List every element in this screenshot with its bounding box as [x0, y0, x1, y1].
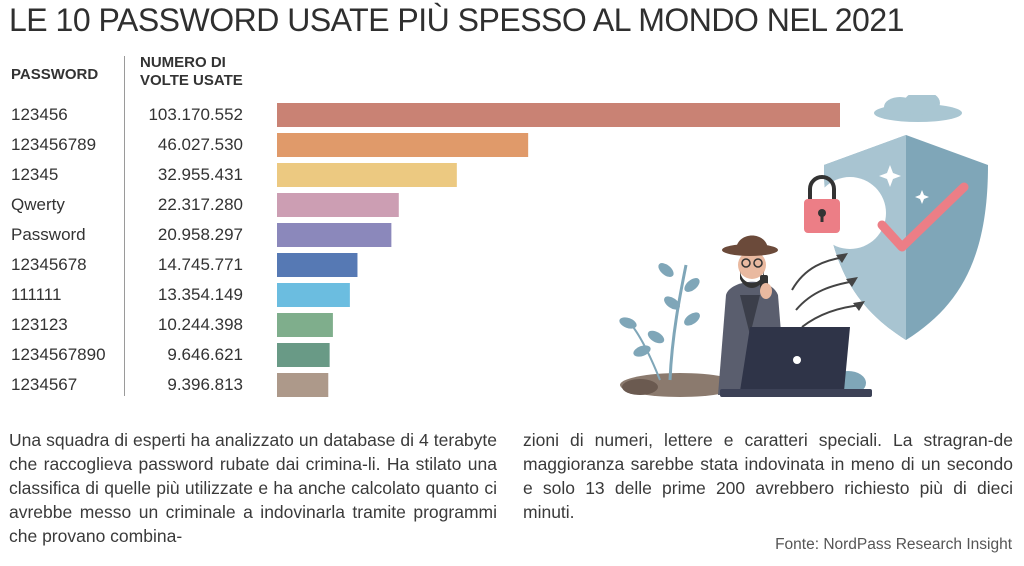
column-header-count-line2: VOLTE USATE: [140, 72, 243, 89]
count-label: 32.955.431: [157, 165, 243, 184]
count-label: 103.170.552: [148, 105, 243, 124]
padlock-icon: [804, 175, 840, 233]
password-label: 123123: [11, 315, 68, 334]
password-label: 1234567: [11, 375, 78, 394]
description-col1: Una squadra di esperti ha analizzato un …: [9, 430, 497, 546]
bar-123456: [277, 103, 840, 127]
bar-111111: [277, 283, 350, 307]
password-label: 1234567890: [11, 345, 106, 364]
description-col2: zioni di numeri, lettere e caratteri spe…: [523, 430, 1013, 522]
count-label: 46.027.530: [157, 135, 243, 154]
bar-1234567890: [277, 343, 330, 367]
bar-Qwerty: [277, 193, 399, 217]
chart-title: LE 10 PASSWORD USATE PIÙ SPESSO AL MONDO…: [9, 2, 904, 38]
password-label: 12345: [11, 165, 59, 184]
column-divider: [124, 56, 125, 396]
count-label: 9.396.813: [167, 375, 243, 394]
password-label: 12345678: [11, 255, 87, 274]
plant-icon: [619, 263, 700, 381]
column-header-count: NUMERO DI VOLTE USATE: [140, 54, 260, 90]
bar-12345678: [277, 253, 358, 277]
bar-1234567: [277, 373, 329, 397]
count-label: 20.958.297: [157, 225, 243, 244]
count-label: 14.745.771: [157, 255, 243, 274]
password-label: 111111: [11, 285, 62, 304]
password-label: Qwerty: [11, 195, 65, 214]
bar-Password: [277, 223, 392, 247]
count-label: 22.317.280: [157, 195, 243, 214]
password-label: Password: [11, 225, 86, 244]
hacker-illustration: [619, 95, 988, 397]
password-label: 123456: [11, 105, 68, 124]
password-label: 123456789: [11, 135, 97, 154]
count-label: 10.244.398: [157, 315, 243, 334]
count-label: 9.646.621: [167, 345, 243, 364]
bar-123123: [277, 313, 333, 337]
source-note: Fonte: NordPass Research Insight: [775, 536, 1012, 553]
bar-12345: [277, 163, 457, 187]
count-label: 13.354.149: [157, 285, 243, 304]
shield-icon: [814, 135, 988, 340]
cloud-icon: [874, 95, 962, 122]
laptop-icon: [720, 327, 872, 397]
column-header-password: PASSWORD: [11, 66, 99, 83]
column-header-count-line1: NUMERO DI: [140, 54, 226, 71]
bar-123456789: [277, 133, 529, 157]
